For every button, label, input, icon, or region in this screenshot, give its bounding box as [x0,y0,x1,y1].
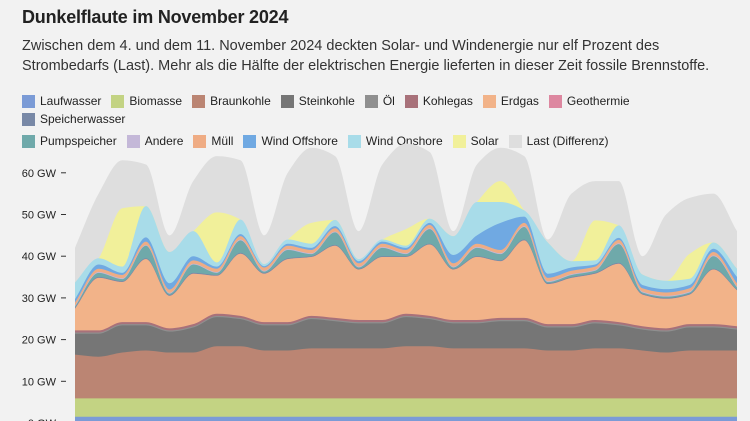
legend-item-wind-onshore: Wind Onshore [347,134,443,148]
legend-item-laufwasser: Laufwasser [22,94,101,108]
legend-label: Speicherwasser [40,112,126,126]
legend-swatch [22,94,35,108]
legend-item-erdgas: Erdgas [482,94,539,108]
legend-item-geothermie: Geothermie [548,94,630,108]
legend-item-muell: Müll [193,134,233,148]
legend-label: Wind Offshore [261,134,338,148]
legend-label: Wind Onshore [365,134,443,148]
legend-item-steinkohle: Steinkohle [280,94,355,108]
area-biomasse [75,398,737,421]
y-tick-label: 10 GW [22,376,57,388]
legend-label: Last (Differenz) [526,134,609,148]
legend-item-braunkohle: Braunkohle [192,94,271,108]
legend-item-kohlegas: Kohlegas [404,94,473,108]
y-tick-label: 50 GW [22,210,57,222]
legend-label: Laufwasser [40,94,102,108]
legend-swatch [482,94,496,108]
legend-swatch [192,94,206,108]
legend-label: Pumpspeicher [40,134,117,148]
chart-legend: Laufwasser Biomasse Braunkohle Steinkohle Öl… [22,94,742,148]
legend-label: Solar [470,134,499,148]
legend-item-oel: Öl [364,94,395,108]
page-subtitle: Zwischen dem 4. und dem 11. November 202… [22,38,710,74]
legend-swatch [548,94,562,108]
legend-swatch [243,134,257,148]
legend-label: Müll [211,134,234,148]
legend-label: Kohlegas [422,94,473,108]
legend-item-wind-offshore: Wind Offshore [243,134,338,148]
y-tick-label: 0 GW [28,418,57,421]
legend-label: Andere [144,134,184,148]
legend-swatch [22,112,35,126]
legend-label: Geothermie [566,94,630,108]
legend-item-pumpspeicher: Pumpspeicher [22,134,117,148]
legend-label: Erdgas [500,94,539,108]
y-tick-label: 20 GW [22,335,57,347]
legend-item-solar: Solar [452,134,499,148]
legend-swatch [347,134,361,148]
legend-item-last-differenz: Last (Differenz) [508,134,609,148]
legend-swatch [452,134,466,148]
legend-swatch [126,134,140,148]
area-layers [75,143,737,421]
y-axis: 0 GW 10 GW 20 GW 30 GW 40 GW 50 GW 60 GW [22,168,66,421]
legend-swatch [404,94,418,108]
area-laufwasser [75,416,737,421]
legend-label: Biomasse [129,94,183,108]
legend-swatch [111,94,125,108]
legend-item-biomasse: Biomasse [111,94,182,108]
legend-swatch [508,134,522,148]
legend-item-andere: Andere [126,134,184,148]
y-tick-label: 60 GW [22,168,57,180]
legend-swatch [22,134,35,148]
legend-swatch [364,94,378,108]
legend-swatch [193,134,207,148]
legend-label: Steinkohle [298,94,355,108]
legend-swatch [280,94,294,108]
legend-item-speicherwasser: Speicherwasser [22,112,125,126]
legend-label: Braunkohle [210,94,271,108]
page-title: Dunkelflaute im November 2024 [22,7,289,27]
y-tick-label: 30 GW [22,293,57,305]
y-tick-label: 40 GW [22,251,57,263]
legend-label: Öl [382,94,395,108]
